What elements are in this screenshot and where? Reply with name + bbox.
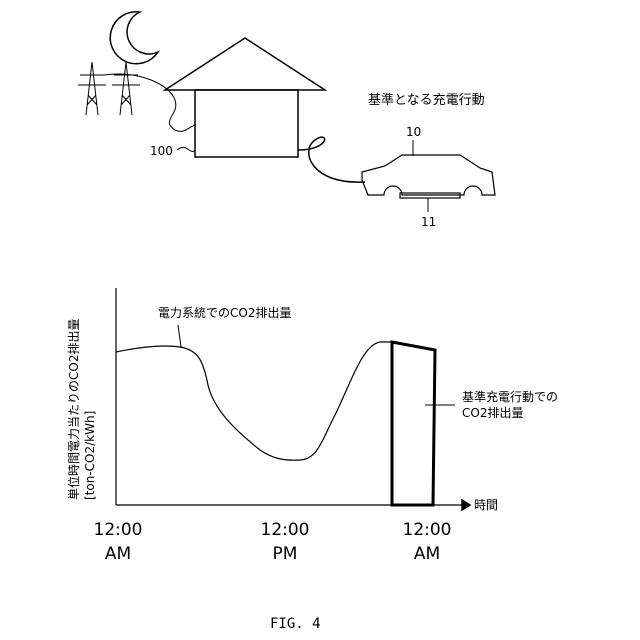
vehicle	[362, 155, 495, 195]
grid-emission-label: 電力系統でのCO2排出量	[158, 307, 291, 319]
charging-cable	[298, 137, 365, 182]
battery-ref-label: 11	[421, 216, 436, 228]
reference-charging-area	[392, 342, 435, 505]
x-axis-arrow	[462, 500, 470, 510]
power-tower-icon	[78, 62, 140, 115]
x-tick-label: 12:00PM	[245, 518, 325, 566]
power-line	[104, 74, 196, 131]
house-ref-leader	[177, 148, 195, 152]
vehicle-ref-label: 10	[406, 126, 421, 138]
grid-emission-curve	[116, 342, 392, 460]
house-body	[195, 90, 298, 157]
x-tick-label: 12:00AM	[78, 518, 158, 566]
y-axis-label-line2: [ton-CO2/kWh]	[82, 319, 98, 500]
x-axis-label: 時間	[474, 499, 498, 511]
charge-emission-label-1: 基準充電行動での	[462, 391, 558, 403]
y-axis-label-line1: 単位時間電力当たりのCO2排出量	[66, 319, 82, 500]
x-tick-label: 12:00AM	[387, 518, 467, 566]
grid-label-leader	[178, 325, 181, 347]
house-roof	[165, 38, 325, 90]
diagram-title: 基準となる充電行動	[368, 94, 485, 107]
charge-emission-label-2: CO2排出量	[462, 407, 523, 419]
figure-label: FIG. 4	[270, 617, 321, 631]
moon-icon	[110, 12, 158, 64]
y-axis-label: 単位時間電力当たりのCO2排出量 [ton-CO2/kWh]	[66, 319, 98, 500]
house-ref-label: 100	[150, 145, 173, 157]
